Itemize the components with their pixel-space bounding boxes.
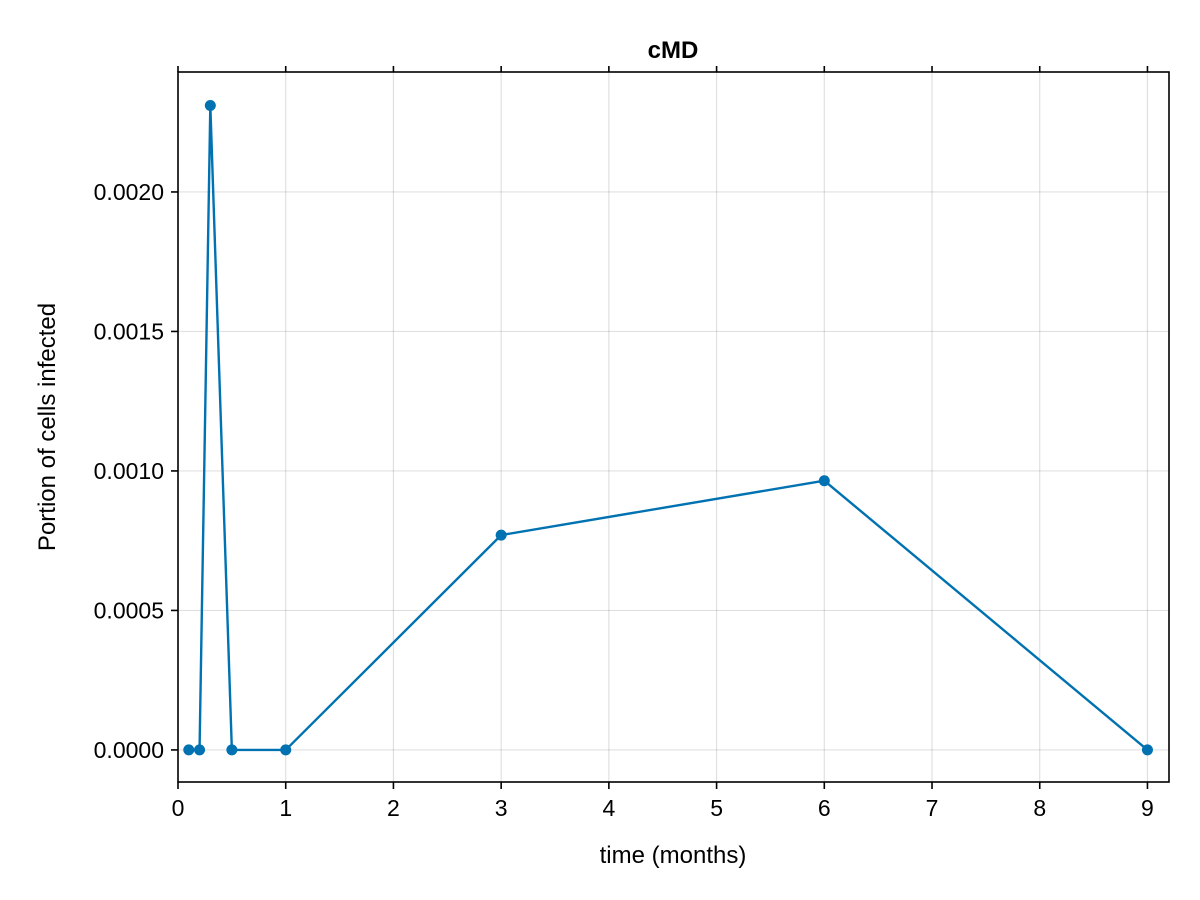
- x-axis-label: time (months): [600, 842, 747, 869]
- chart-title: cMD: [648, 37, 699, 64]
- x-tick-labels: 0 1 2 3 4 5 6 7 8 9: [172, 795, 1154, 821]
- y-tick-labels: 0.0000 0.0005 0.0010 0.0015 0.0020: [94, 179, 164, 763]
- y-tick-label: 0.0020: [94, 179, 164, 205]
- data-point: [194, 744, 206, 756]
- series-layer: [183, 99, 1153, 756]
- data-point: [204, 99, 216, 111]
- x-tick-label: 8: [1033, 795, 1046, 821]
- x-tick-label: 7: [926, 795, 939, 821]
- series-line: [188, 104, 1149, 752]
- data-point: [280, 744, 292, 756]
- y-tick-label: 0.0015: [94, 318, 164, 344]
- y-tick-label: 0.0005: [94, 597, 164, 623]
- data-point: [1141, 744, 1153, 756]
- data-point: [495, 529, 507, 541]
- data-point: [818, 475, 830, 487]
- x-tick-label: 9: [1141, 795, 1154, 821]
- y-axis-label: Portion of cells infected: [34, 303, 61, 551]
- plot-frame: [177, 71, 1170, 783]
- x-tick-label: 1: [279, 795, 292, 821]
- x-tick-label: 6: [818, 795, 831, 821]
- data-point: [226, 744, 238, 756]
- x-tick-label: 2: [387, 795, 400, 821]
- y-tick-label: 0.0010: [94, 458, 164, 484]
- grid-lines: [177, 72, 1169, 782]
- data-point: [183, 744, 195, 756]
- x-tick-label: 3: [495, 795, 508, 821]
- x-tick-label: 5: [710, 795, 723, 821]
- y-tick-label: 0.0000: [94, 737, 164, 763]
- x-tick-label: 0: [172, 795, 185, 821]
- axis-ticks: [171, 66, 1149, 789]
- x-tick-label: 4: [602, 795, 615, 821]
